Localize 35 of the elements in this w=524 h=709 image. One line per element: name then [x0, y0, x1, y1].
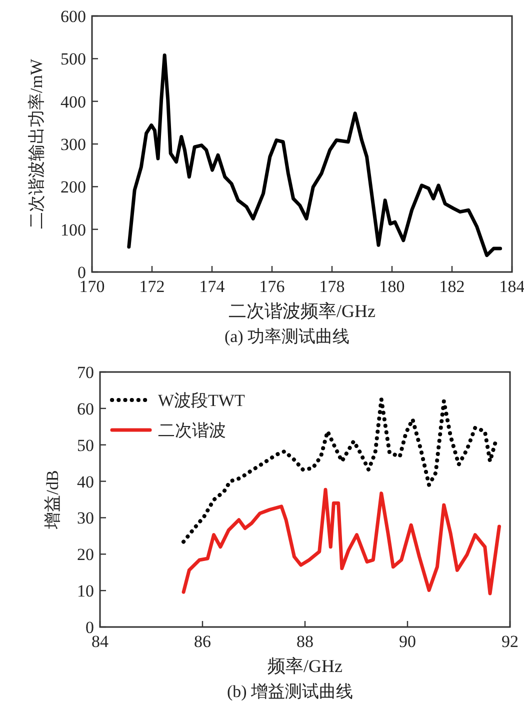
- y-tick-label: 10: [77, 582, 94, 601]
- y-tick-label: 100: [60, 220, 86, 240]
- x-tick-label: 182: [439, 277, 465, 296]
- x-tick-label: 90: [399, 632, 416, 651]
- x-tick-label: 178: [319, 277, 345, 296]
- y-tick-label: 600: [60, 7, 86, 26]
- y-tick-label: 70: [77, 363, 94, 382]
- y-tick-label: 60: [77, 399, 94, 418]
- y-tick-label: 30: [77, 508, 94, 528]
- y-axis-title: 二次谐波输出功率/mW: [27, 58, 46, 229]
- x-tick-label: 88: [296, 632, 314, 651]
- x-tick-label: 92: [502, 632, 518, 651]
- text: (b) 增益测试曲线: [226, 682, 354, 701]
- y-tick-label: 400: [60, 92, 86, 112]
- legend-label: 二次谐波: [158, 421, 226, 440]
- y-tick-label: 40: [77, 472, 94, 492]
- x-tick-label: 172: [139, 277, 165, 296]
- y-axis-title: 增益/dB: [43, 470, 62, 530]
- x-tick-label: 86: [194, 632, 211, 651]
- line-series: [127, 54, 502, 258]
- y-tick-label: 50: [77, 436, 94, 455]
- y-tick-label: 500: [60, 50, 86, 69]
- x-tick-label: 180: [379, 277, 405, 296]
- x-tick-label: 84: [92, 632, 109, 651]
- text: (a) 功率测试曲线: [224, 327, 350, 346]
- y-tick-label: 0: [86, 618, 94, 637]
- y-tick-label: 300: [60, 135, 86, 154]
- x-tick-label: 176: [259, 277, 285, 296]
- y-tick-label: 20: [77, 545, 94, 564]
- x-axis-title: 二次谐波频率/GHz: [228, 301, 376, 321]
- line-series: [182, 488, 501, 596]
- x-tick-label: 174: [199, 277, 226, 296]
- y-tick-label: 200: [60, 178, 86, 197]
- legend-label: W波段TWT: [158, 391, 246, 410]
- x-axis-title: 频率/GHz: [268, 656, 342, 676]
